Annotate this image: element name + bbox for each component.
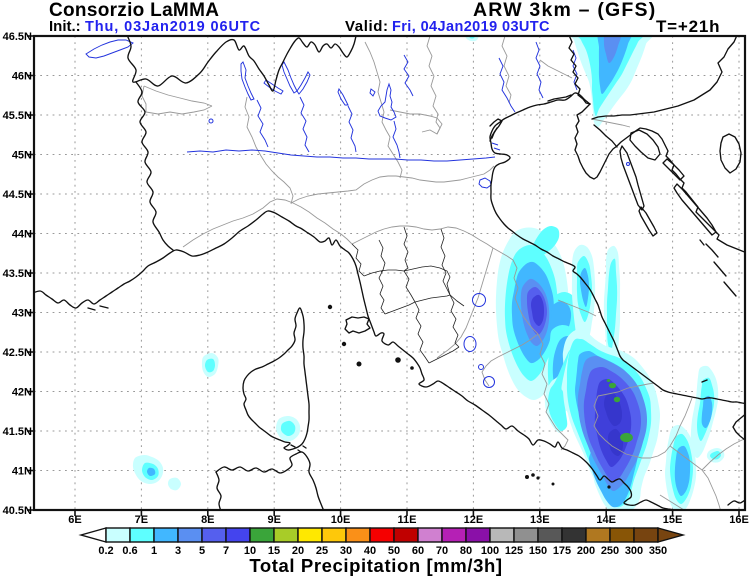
svg-text:40: 40 [364,545,376,557]
svg-text:45N: 45N [12,150,32,162]
svg-text:8E: 8E [201,514,214,526]
svg-text:43N: 43N [12,308,32,320]
svg-text:10: 10 [244,545,256,557]
svg-text:200: 200 [577,545,595,557]
svg-text:40.5N: 40.5N [3,505,32,517]
svg-text:46.5N: 46.5N [3,31,32,43]
svg-text:3: 3 [175,545,181,557]
svg-text:Total Precipitation [mm/3h]: Total Precipitation [mm/3h] [249,555,502,576]
svg-text:0.6: 0.6 [122,545,137,557]
svg-text:50: 50 [388,545,400,557]
svg-text:44.5N: 44.5N [3,189,32,201]
svg-text:9E: 9E [267,514,280,526]
svg-text:42N: 42N [12,387,32,399]
svg-text:45.5N: 45.5N [3,110,32,122]
svg-text:6E: 6E [68,514,81,526]
svg-text:Fri, 04Jan2019 03UTC: Fri, 04Jan2019 03UTC [392,19,550,35]
svg-text:10E: 10E [331,514,351,526]
svg-text:7: 7 [223,545,229,557]
svg-text:Valid:: Valid: [345,18,389,35]
svg-text:Init.:: Init.: [49,18,81,35]
svg-text:125: 125 [505,545,523,557]
svg-text:T=+21h: T=+21h [656,17,720,36]
svg-text:14E: 14E [596,514,616,526]
svg-text:250: 250 [601,545,619,557]
svg-text:42.5N: 42.5N [3,347,32,359]
svg-text:5: 5 [199,545,205,557]
svg-text:11E: 11E [398,514,417,526]
svg-text:60: 60 [412,545,424,557]
svg-text:20: 20 [292,545,304,557]
svg-text:7E: 7E [135,514,148,526]
svg-text:46N: 46N [12,71,32,83]
svg-text:43.5N: 43.5N [3,268,32,280]
svg-text:1: 1 [151,545,157,557]
svg-text:ARW 3km – (GFS): ARW 3km – (GFS) [473,0,656,21]
svg-text:41.5N: 41.5N [3,426,32,438]
svg-text:80: 80 [460,545,472,557]
svg-text:350: 350 [649,545,667,557]
svg-text:150: 150 [529,545,547,557]
svg-text:Thu, 03Jan2019 06UTC: Thu, 03Jan2019 06UTC [85,19,261,35]
svg-text:70: 70 [436,545,448,557]
svg-text:100: 100 [481,545,499,557]
svg-text:30: 30 [340,545,352,557]
svg-text:41N: 41N [12,466,32,478]
svg-text:0.2: 0.2 [98,545,113,557]
svg-text:13E: 13E [530,514,550,526]
svg-text:15E: 15E [663,514,683,526]
svg-text:25: 25 [316,545,328,557]
svg-text:15: 15 [268,545,280,557]
svg-text:12E: 12E [464,514,484,526]
svg-text:44N: 44N [12,229,32,241]
svg-text:175: 175 [553,545,571,557]
svg-text:16E: 16E [729,514,749,526]
svg-text:Consorzio LaMMA: Consorzio LaMMA [49,0,219,21]
svg-text:300: 300 [625,545,643,557]
